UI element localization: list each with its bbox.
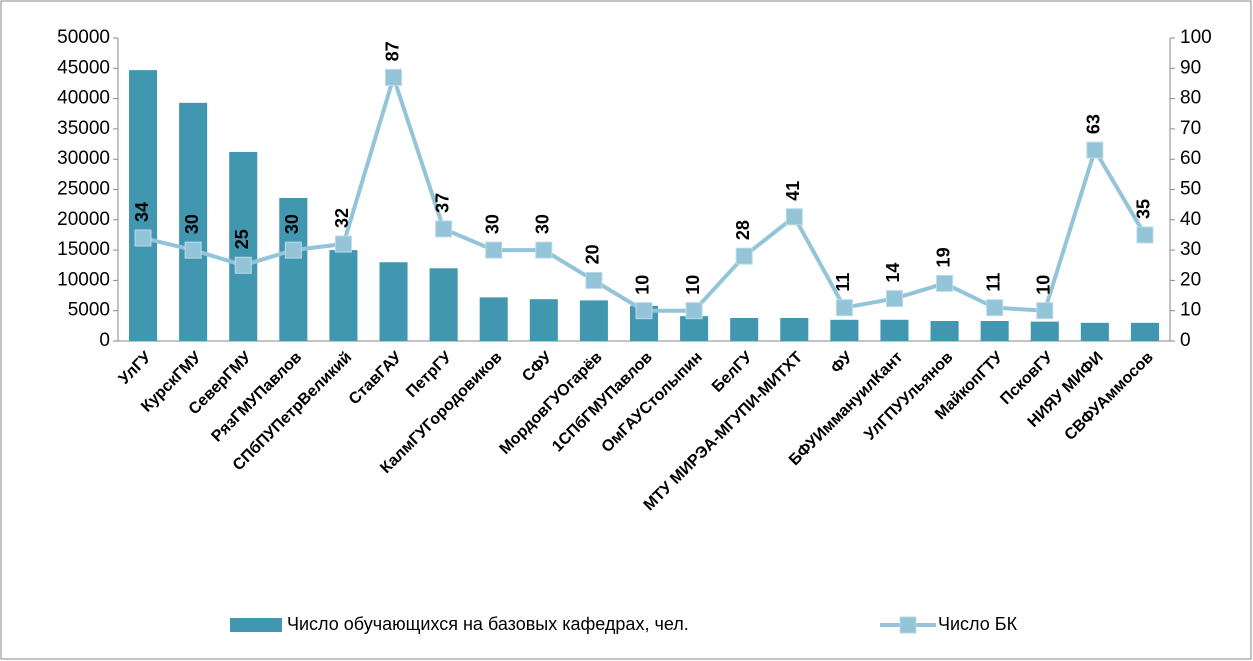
y2-tick-label: 20 (1180, 269, 1201, 290)
line-marker (936, 274, 954, 292)
y2-tick-label: 70 (1180, 118, 1201, 139)
line-marker (385, 68, 403, 86)
line-marker (885, 290, 903, 308)
y2-tick-label: 60 (1180, 148, 1201, 169)
bar (179, 102, 208, 341)
data-label: 11 (833, 273, 853, 292)
bar (830, 319, 859, 341)
legend-label: Число БК (938, 614, 1018, 634)
data-label: 20 (583, 244, 603, 264)
data-label: 25 (232, 229, 252, 249)
line-marker (986, 299, 1004, 317)
legend-swatch (230, 618, 282, 632)
bar (1130, 322, 1159, 341)
bar (579, 300, 608, 341)
bar (229, 151, 258, 341)
line-marker (635, 302, 653, 320)
line-marker (234, 256, 252, 274)
bar (479, 297, 508, 341)
line-marker (485, 241, 503, 259)
y-tick-label: 25000 (57, 179, 110, 200)
bar (880, 319, 909, 341)
y2-tick-label: 0 (1180, 330, 1191, 351)
data-label: 35 (1134, 199, 1154, 219)
bar (379, 262, 408, 341)
y-tick-label: 20000 (57, 209, 110, 230)
y-tick-label: 10000 (57, 269, 110, 290)
y-tick-label: 5000 (68, 300, 110, 321)
data-label: 30 (182, 214, 202, 234)
y-tick-label: 50000 (57, 27, 110, 48)
y2-tick-label: 40 (1180, 209, 1201, 230)
line-marker (184, 241, 202, 259)
bar (329, 250, 358, 341)
y2-tick-label: 30 (1180, 239, 1201, 260)
y-tick-label: 40000 (57, 88, 110, 109)
data-label: 37 (432, 193, 452, 213)
bar (780, 317, 809, 341)
data-label: 32 (332, 208, 352, 228)
data-label: 41 (783, 181, 803, 201)
bar (129, 70, 158, 342)
y2-tick-label: 90 (1180, 57, 1201, 78)
bar (680, 316, 709, 341)
data-label: 19 (933, 247, 953, 267)
legend-label: Число обучающихся на базовых кафедрах, ч… (287, 614, 689, 634)
line-marker (585, 271, 603, 289)
line-marker (735, 247, 753, 265)
data-label: 30 (533, 214, 553, 234)
y-tick-label: 15000 (57, 239, 110, 260)
data-label: 10 (633, 275, 653, 295)
line-marker (1086, 141, 1104, 159)
bar (930, 321, 959, 341)
y2-tick-label: 10 (1180, 300, 1201, 321)
y-tick-label: 30000 (57, 148, 110, 169)
line-marker (685, 302, 703, 320)
line-marker (835, 299, 853, 317)
bar (529, 299, 558, 341)
data-label: 30 (482, 214, 502, 234)
y-tick-label: 35000 (57, 118, 110, 139)
data-label: 10 (1034, 275, 1054, 295)
line-marker (134, 229, 152, 247)
bar (429, 268, 458, 341)
legend-marker (899, 616, 917, 634)
bar (1030, 321, 1059, 341)
bar (730, 317, 759, 341)
data-label: 11 (983, 273, 1003, 292)
y-tick-label: 45000 (57, 57, 110, 78)
data-label: 10 (683, 275, 703, 295)
bar (279, 197, 308, 341)
data-label: 28 (733, 220, 753, 240)
data-label: 34 (132, 202, 152, 222)
data-label: 63 (1084, 114, 1104, 134)
data-label: 30 (282, 214, 302, 234)
line-marker (1136, 226, 1154, 244)
line-marker (435, 220, 453, 238)
bar (980, 321, 1009, 341)
bar (1080, 322, 1109, 341)
line-marker (535, 241, 553, 259)
line-marker (785, 208, 803, 226)
data-label: 14 (883, 263, 903, 283)
y-tick-label: 0 (99, 330, 110, 351)
line-marker (334, 235, 352, 253)
y2-tick-label: 100 (1180, 27, 1212, 48)
line-marker (284, 241, 302, 259)
y2-tick-label: 50 (1180, 179, 1201, 200)
y2-tick-label: 80 (1180, 88, 1201, 109)
data-label: 87 (382, 41, 402, 61)
line-marker (1036, 302, 1054, 320)
